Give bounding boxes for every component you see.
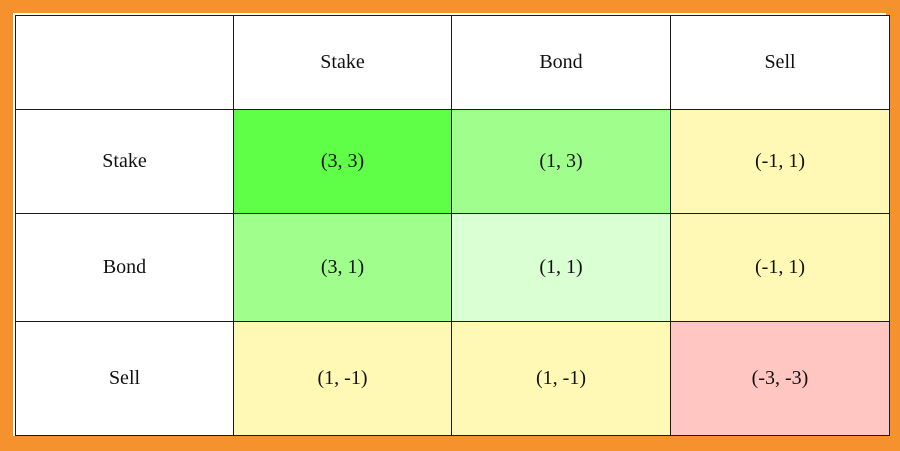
payoff-cell-bond-bond: (1, 1) bbox=[451, 213, 671, 322]
matrix-row-stake: Stake (3, 3) (1, 3) (-1, 1) bbox=[15, 109, 890, 214]
payoff-cell-sell-sell: (-3, -3) bbox=[670, 321, 890, 436]
row-header-stake: Stake bbox=[15, 109, 234, 214]
payoff-cell-bond-stake: (3, 1) bbox=[233, 213, 452, 322]
payoff-cell-stake-stake: (3, 3) bbox=[233, 109, 452, 214]
payoff-matrix: Stake Bond Sell Stake (3, 3) (1, 3) (-1,… bbox=[15, 15, 890, 436]
payoff-cell-stake-bond: (1, 3) bbox=[451, 109, 671, 214]
column-header-stake: Stake bbox=[233, 15, 452, 110]
column-header-sell: Sell bbox=[670, 15, 890, 110]
row-header-bond: Bond bbox=[15, 213, 234, 322]
payoff-cell-bond-sell: (-1, 1) bbox=[670, 213, 890, 322]
row-header-sell: Sell bbox=[15, 321, 234, 436]
column-header-bond: Bond bbox=[451, 15, 671, 110]
payoff-cell-stake-sell: (-1, 1) bbox=[670, 109, 890, 214]
corner-cell bbox=[15, 15, 234, 110]
matrix-row-sell: Sell (1, -1) (1, -1) (-3, -3) bbox=[15, 321, 890, 436]
payoff-cell-sell-bond: (1, -1) bbox=[451, 321, 671, 436]
payoff-cell-sell-stake: (1, -1) bbox=[233, 321, 452, 436]
matrix-row-bond: Bond (3, 1) (1, 1) (-1, 1) bbox=[15, 213, 890, 322]
header-row: Stake Bond Sell bbox=[15, 15, 890, 110]
